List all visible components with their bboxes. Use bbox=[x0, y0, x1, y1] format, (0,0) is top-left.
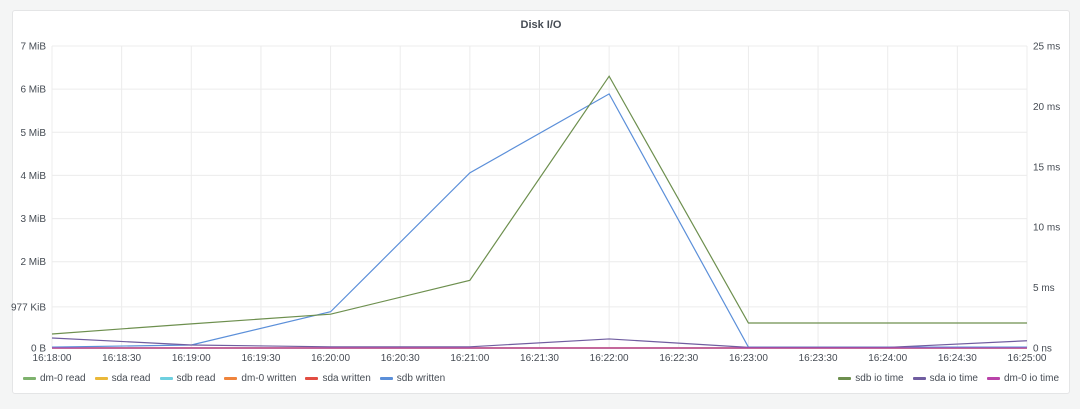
y-right-tick-label: 5 ms bbox=[1033, 283, 1055, 294]
x-tick-label: 16:21:00 bbox=[450, 353, 489, 364]
legend-swatch bbox=[986, 377, 1000, 380]
x-tick-label: 16:20:30 bbox=[381, 353, 420, 364]
x-tick-label: 16:23:00 bbox=[729, 353, 768, 364]
x-tick-label: 16:24:30 bbox=[938, 353, 977, 364]
y-left-tick-label: 4 MiB bbox=[20, 171, 46, 182]
legend-label: sdb read bbox=[176, 373, 216, 384]
x-tick-label: 16:22:00 bbox=[590, 353, 629, 364]
y-left-tick-label: 6 MiB bbox=[20, 85, 46, 96]
legend-swatch bbox=[159, 377, 173, 380]
x-tick-label: 16:18:00 bbox=[33, 353, 72, 364]
x-tick-label: 16:23:30 bbox=[799, 353, 838, 364]
y-right-tick-label: 20 ms bbox=[1033, 102, 1060, 113]
legend-swatch bbox=[379, 377, 393, 380]
legend-item[interactable]: sdb written bbox=[379, 373, 446, 384]
legend-swatch bbox=[23, 377, 36, 380]
legend-swatch bbox=[224, 377, 238, 380]
x-tick-label: 16:21:30 bbox=[520, 353, 559, 364]
legend-right: sdb io time sda io time dm-0 io time bbox=[838, 373, 1059, 384]
legend-swatch bbox=[94, 377, 108, 380]
y-right-tick-label: 10 ms bbox=[1033, 223, 1060, 234]
legend-item[interactable]: sda written bbox=[305, 373, 371, 384]
legend-label: sda io time bbox=[929, 373, 978, 384]
x-tick-label: 16:20:00 bbox=[311, 353, 350, 364]
series-line-sda-io-time bbox=[51, 337, 1028, 348]
series-line-sdb-io-time bbox=[51, 75, 1027, 335]
legend-swatch bbox=[912, 377, 926, 380]
legend-item[interactable]: dm-0 read bbox=[23, 373, 86, 384]
y-left-tick-label: 977 KiB bbox=[11, 302, 46, 313]
y-left-tick-label: 2 MiB bbox=[20, 257, 46, 268]
legend-swatch bbox=[838, 377, 852, 380]
legend-label: sda read bbox=[111, 373, 151, 384]
x-tick-label: 16:24:00 bbox=[868, 353, 907, 364]
legend-label: sdb io time bbox=[855, 373, 904, 384]
y-left-tick-label: 0 B bbox=[31, 344, 46, 355]
legend-item[interactable]: dm-0 io time bbox=[986, 373, 1059, 384]
y-right-tick-label: 15 ms bbox=[1033, 162, 1060, 173]
x-tick-label: 16:19:00 bbox=[172, 353, 211, 364]
legend-label: sda written bbox=[322, 373, 371, 384]
legend-label: dm-0 io time bbox=[1003, 373, 1059, 384]
legend-item[interactable]: sda read bbox=[94, 373, 151, 384]
legend-label: dm-0 written bbox=[241, 373, 297, 384]
legend-item[interactable]: sdb read bbox=[159, 373, 216, 384]
chart-title: Disk I/O bbox=[520, 19, 562, 31]
x-tick-label: 16:18:30 bbox=[102, 353, 141, 364]
legend-swatch bbox=[305, 377, 319, 380]
legend-item[interactable]: sda io time bbox=[912, 373, 978, 384]
legend-item[interactable]: sdb io time bbox=[838, 373, 904, 384]
x-tick-label: 16:19:30 bbox=[241, 353, 280, 364]
y-left-tick-label: 5 MiB bbox=[20, 128, 46, 139]
x-tick-label: 16:22:30 bbox=[659, 353, 698, 364]
legend-label: sdb written bbox=[396, 373, 446, 384]
y-right-tick-label: 25 ms bbox=[1033, 42, 1060, 53]
legend-item[interactable]: dm-0 written bbox=[224, 373, 296, 384]
legend-left: dm-0 read sda read sdb read dm-0 written sda… bbox=[23, 373, 445, 384]
legend-label: dm-0 read bbox=[40, 373, 86, 384]
x-tick-label: 16:25:00 bbox=[1008, 353, 1047, 364]
y-right-tick-label: 0 ns bbox=[1033, 344, 1052, 355]
y-left-tick-label: 3 MiB bbox=[20, 214, 46, 225]
disk-io-panel: Disk I/O dm-0 read sda read sdb read dm-0 w… bbox=[12, 10, 1070, 394]
y-left-tick-label: 7 MiB bbox=[20, 42, 46, 53]
